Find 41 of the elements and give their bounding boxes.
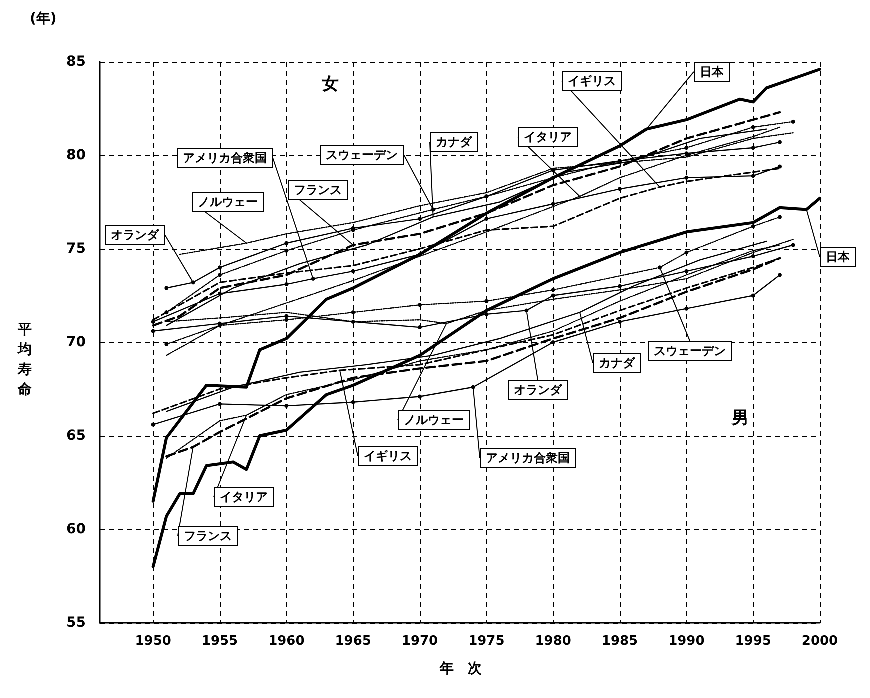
- text: イタリア: [524, 130, 572, 144]
- text: (年): [30, 11, 57, 27]
- text: ノルウェー: [198, 195, 258, 209]
- y-tick-label: 80: [66, 148, 86, 164]
- text: イギリス: [364, 449, 412, 463]
- y-tick-label: 70: [66, 334, 86, 350]
- x-tick-label: 1970: [402, 634, 438, 649]
- text: カナダ: [436, 135, 473, 149]
- x-tick-label: 1985: [602, 634, 638, 649]
- x-tick-label: 1960: [268, 634, 305, 649]
- y-tick-label: 65: [66, 428, 86, 444]
- annotation: 男: [731, 408, 749, 428]
- y-tick-label: 85: [66, 54, 86, 70]
- x-tick-label: 2000: [802, 634, 838, 649]
- y-tick-label: 55: [66, 615, 86, 631]
- text: イギリス: [568, 74, 616, 88]
- text: オランダ: [111, 228, 160, 242]
- text: カナダ: [599, 356, 636, 370]
- text: フランス: [184, 529, 232, 543]
- y-tick-label: 75: [66, 241, 86, 257]
- annotation: 女: [321, 74, 339, 94]
- text: イタリア: [220, 490, 268, 504]
- text: スウェーデン: [326, 148, 398, 162]
- text: アメリカ合衆国: [183, 151, 267, 165]
- x-tick-label: 1990: [668, 634, 705, 649]
- text: ノルウェー: [404, 413, 464, 427]
- x-tick-label: 1950: [135, 634, 172, 649]
- x-axis-title: 年 次: [439, 661, 483, 677]
- x-tick-label: 1955: [202, 634, 238, 649]
- y-axis-title: 平均寿命: [17, 322, 33, 398]
- text: スウェーデン: [654, 344, 726, 358]
- x-tick-label: 1975: [468, 634, 505, 649]
- text: アメリカ合衆国: [486, 451, 570, 465]
- text: オランダ: [514, 383, 563, 397]
- text: 日本: [826, 250, 851, 264]
- x-tick-label: 1980: [535, 634, 572, 649]
- y-tick-label: 60: [66, 522, 86, 538]
- x-tick-label: 1995: [735, 634, 772, 649]
- x-tick-label: 1965: [335, 634, 372, 649]
- text: フランス: [294, 183, 342, 197]
- text: 日本: [700, 65, 725, 79]
